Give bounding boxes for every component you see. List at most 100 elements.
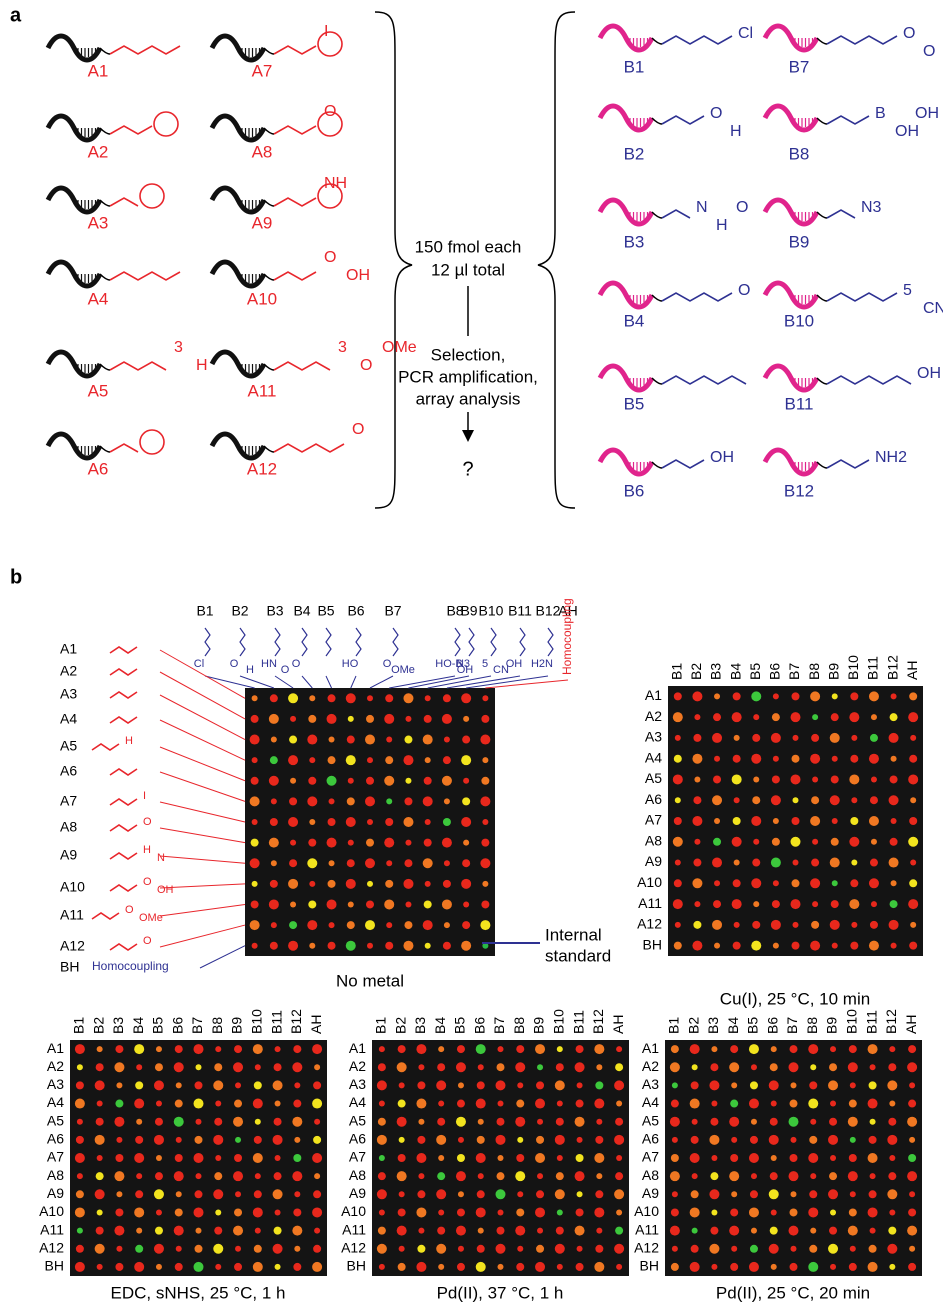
spot	[444, 860, 450, 866]
spot	[403, 879, 413, 889]
spot	[176, 1246, 182, 1252]
column-label: B1	[71, 1017, 87, 1034]
spot	[829, 1118, 837, 1126]
column-label: B11	[865, 656, 881, 680]
spot	[671, 1045, 679, 1053]
spot	[437, 1172, 445, 1180]
brace	[538, 12, 575, 508]
spot	[288, 755, 298, 765]
spot	[732, 899, 742, 909]
spot	[729, 1062, 739, 1072]
spot	[830, 1046, 836, 1052]
spot	[95, 1189, 105, 1199]
spot	[694, 901, 700, 907]
spot	[753, 714, 759, 720]
compound-label: B8	[789, 144, 810, 163]
spot	[729, 1226, 739, 1236]
spot	[367, 943, 373, 949]
spot	[115, 1045, 123, 1053]
spot	[891, 756, 897, 762]
column-label: B9	[229, 1017, 245, 1034]
spot	[418, 1173, 424, 1179]
spot	[457, 1208, 465, 1216]
spot	[328, 942, 336, 950]
spot	[749, 1099, 759, 1109]
spot	[275, 1101, 281, 1107]
linker	[100, 364, 110, 370]
spot	[314, 1064, 320, 1070]
spot	[731, 1137, 737, 1143]
spot	[750, 1136, 758, 1144]
spot	[849, 1208, 857, 1216]
column-label: B6	[767, 663, 783, 680]
spot	[215, 1264, 221, 1270]
spot	[251, 839, 259, 847]
spot	[404, 921, 412, 929]
spot	[75, 1044, 85, 1054]
spot	[535, 1099, 545, 1109]
spot	[77, 1173, 83, 1179]
linker	[817, 378, 827, 384]
spot	[537, 1228, 543, 1234]
spot	[832, 693, 838, 699]
structure-bond	[827, 210, 855, 218]
spot	[594, 1153, 604, 1163]
compound-label: A10	[247, 289, 277, 308]
column-label: B12	[590, 1009, 606, 1034]
spot	[577, 1191, 583, 1197]
spot	[312, 1044, 322, 1054]
panel-label: b	[10, 566, 22, 588]
spot	[348, 901, 354, 907]
spot	[751, 691, 761, 701]
spot	[909, 1137, 915, 1143]
row-label: A3	[47, 1076, 64, 1092]
spot	[556, 1063, 564, 1071]
spot	[347, 736, 355, 744]
spot	[405, 716, 411, 722]
spot	[405, 840, 411, 846]
spot	[692, 941, 702, 951]
linker	[652, 462, 662, 468]
spot	[515, 1171, 525, 1181]
spot	[292, 1171, 302, 1181]
spot	[444, 922, 450, 928]
spot	[671, 1208, 679, 1216]
spot	[690, 1153, 700, 1163]
spot	[694, 776, 700, 782]
spot	[908, 1154, 916, 1162]
atom-label: O	[352, 421, 364, 438]
column-label: B8	[804, 1017, 820, 1034]
row-label: A9	[349, 1185, 366, 1201]
spot	[751, 754, 761, 764]
spot	[710, 1227, 718, 1235]
spot	[417, 1190, 425, 1198]
row-label: A4	[349, 1094, 366, 1110]
spot	[482, 819, 488, 825]
spot	[770, 1172, 778, 1180]
spot	[478, 1228, 484, 1234]
spot	[384, 776, 394, 786]
column-label: B3	[412, 1017, 428, 1034]
spot	[96, 1063, 104, 1071]
row-label: A10	[60, 879, 85, 895]
spot	[674, 817, 682, 825]
row-label: A10	[39, 1203, 64, 1219]
spot	[462, 859, 470, 867]
structure-bond	[92, 913, 119, 919]
caption: Pd(II), 25 °C, 20 min	[716, 1283, 870, 1302]
spot	[418, 1119, 424, 1125]
spot	[348, 840, 354, 846]
guide-line	[485, 680, 568, 688]
structure-bond	[275, 628, 280, 656]
spot	[713, 900, 721, 908]
spot	[889, 1209, 895, 1215]
row-label: A9	[60, 847, 77, 863]
spot	[908, 1263, 916, 1271]
spot	[498, 1209, 504, 1215]
spot	[397, 1226, 407, 1236]
spot	[730, 1154, 738, 1162]
spot	[673, 712, 683, 722]
compound-label: A9	[252, 213, 273, 232]
spot	[327, 714, 337, 724]
spot	[733, 692, 741, 700]
